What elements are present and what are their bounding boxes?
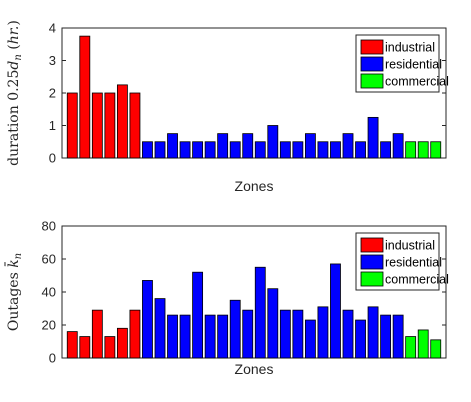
bar-residential-12 bbox=[279, 141, 291, 159]
bar-residential-6 bbox=[204, 314, 216, 359]
y-tick-label: 4 bbox=[49, 21, 56, 36]
bar-residential-17 bbox=[342, 133, 354, 159]
y-tick-label: 0 bbox=[49, 151, 56, 166]
bar-residential-1 bbox=[142, 280, 153, 359]
bar-residential-7 bbox=[217, 314, 229, 359]
bar-commercial-2 bbox=[417, 141, 429, 159]
bar-residential-16 bbox=[330, 141, 341, 159]
legend-swatch-residential bbox=[360, 56, 384, 72]
bar-residential-16 bbox=[330, 263, 341, 359]
bar-industrial-2 bbox=[79, 336, 91, 359]
bar-residential-20 bbox=[380, 314, 392, 359]
bar-commercial-1 bbox=[405, 336, 417, 359]
bar-residential-20 bbox=[380, 141, 392, 159]
bar-commercial-2 bbox=[417, 329, 429, 359]
bar-residential-2 bbox=[154, 298, 166, 359]
bar-residential-4 bbox=[179, 314, 191, 359]
bar-commercial-3 bbox=[430, 339, 442, 359]
bar-industrial-6 bbox=[129, 309, 141, 359]
bar-industrial-1 bbox=[66, 331, 78, 359]
bar-residential-5 bbox=[192, 271, 204, 359]
bar-residential-21 bbox=[392, 133, 404, 159]
bar-residential-15 bbox=[317, 306, 329, 359]
bar-residential-7 bbox=[217, 133, 229, 159]
bar-residential-15 bbox=[317, 141, 329, 159]
bar-residential-18 bbox=[355, 141, 366, 159]
chart-panel-2: 0 20 40 60 80 Zones Outages k̄n industrial resid… bbox=[4, 219, 449, 378]
bar-industrial-3 bbox=[91, 92, 103, 159]
bar-residential-21 bbox=[392, 314, 404, 359]
bar-residential-12 bbox=[279, 309, 291, 359]
legend: industrial residential commercial bbox=[355, 232, 449, 291]
bar-industrial-5 bbox=[116, 327, 128, 359]
bar-residential-13 bbox=[292, 309, 304, 359]
bar-industrial-6 bbox=[129, 92, 141, 159]
bar-residential-19 bbox=[367, 306, 379, 359]
legend-label-residential: residential bbox=[385, 256, 442, 270]
bar-residential-4 bbox=[179, 141, 191, 159]
bar-residential-11 bbox=[267, 288, 279, 359]
bar-residential-2 bbox=[154, 141, 166, 159]
legend-label-industrial: industrial bbox=[385, 239, 435, 253]
bar-industrial-1 bbox=[66, 92, 78, 159]
y-tick-label: 60 bbox=[42, 252, 56, 267]
bar-residential-5 bbox=[192, 141, 204, 159]
bar-residential-10 bbox=[254, 266, 266, 359]
bar-residential-8 bbox=[229, 141, 241, 159]
y-tick-label: 2 bbox=[49, 86, 56, 101]
bar-residential-1 bbox=[142, 141, 153, 159]
bar-residential-6 bbox=[204, 141, 216, 159]
bar-industrial-2 bbox=[79, 35, 91, 159]
y-tick-label: 40 bbox=[42, 285, 56, 300]
legend-label-residential: residential bbox=[385, 58, 442, 72]
bar-commercial-3 bbox=[430, 141, 442, 159]
y-tick-label: 3 bbox=[49, 53, 56, 68]
bar-residential-14 bbox=[304, 133, 316, 159]
y-tick-label: 1 bbox=[49, 118, 56, 133]
bar-residential-9 bbox=[242, 133, 254, 159]
y-tick-label: 0 bbox=[49, 351, 56, 366]
x-axis-label: Zones bbox=[235, 178, 274, 194]
y-tick-label: 20 bbox=[42, 318, 56, 333]
bar-residential-3 bbox=[167, 314, 178, 359]
legend-swatch-residential bbox=[360, 254, 384, 270]
bar-residential-14 bbox=[304, 319, 316, 359]
legend-swatch-industrial bbox=[360, 39, 384, 55]
y-tick-label: 80 bbox=[42, 219, 56, 234]
x-axis-label: Zones bbox=[235, 361, 274, 377]
y-axis-label: duration 0.25dn (hr.) bbox=[6, 20, 24, 166]
legend-label-commercial: commercial bbox=[385, 273, 449, 287]
bar-residential-19 bbox=[367, 116, 379, 159]
legend-label-industrial: industrial bbox=[385, 41, 435, 55]
legend-label-commercial: commercial bbox=[385, 75, 449, 89]
bar-residential-9 bbox=[242, 309, 254, 359]
bar-industrial-3 bbox=[91, 309, 103, 359]
bar-industrial-5 bbox=[116, 84, 128, 159]
bar-commercial-1 bbox=[405, 141, 417, 159]
bar-industrial-4 bbox=[104, 92, 116, 159]
legend-swatch-commercial bbox=[360, 73, 384, 89]
bar-residential-13 bbox=[292, 141, 304, 159]
bar-industrial-4 bbox=[104, 336, 116, 359]
legend-swatch-commercial bbox=[360, 271, 384, 287]
bar-residential-11 bbox=[267, 125, 279, 159]
bar-residential-18 bbox=[355, 319, 366, 359]
chart-panel-1: 0 1 2 3 4 Zones duration 0.25dn (hr.) industria… bbox=[6, 20, 449, 194]
legend: industrial residential commercial bbox=[355, 34, 449, 93]
bar-residential-10 bbox=[254, 141, 266, 159]
bar-residential-3 bbox=[167, 133, 178, 159]
legend-swatch-industrial bbox=[360, 237, 384, 253]
bar-residential-17 bbox=[342, 309, 354, 359]
y-axis-label: Outages k̄n bbox=[4, 253, 24, 331]
bar-residential-8 bbox=[229, 299, 241, 359]
